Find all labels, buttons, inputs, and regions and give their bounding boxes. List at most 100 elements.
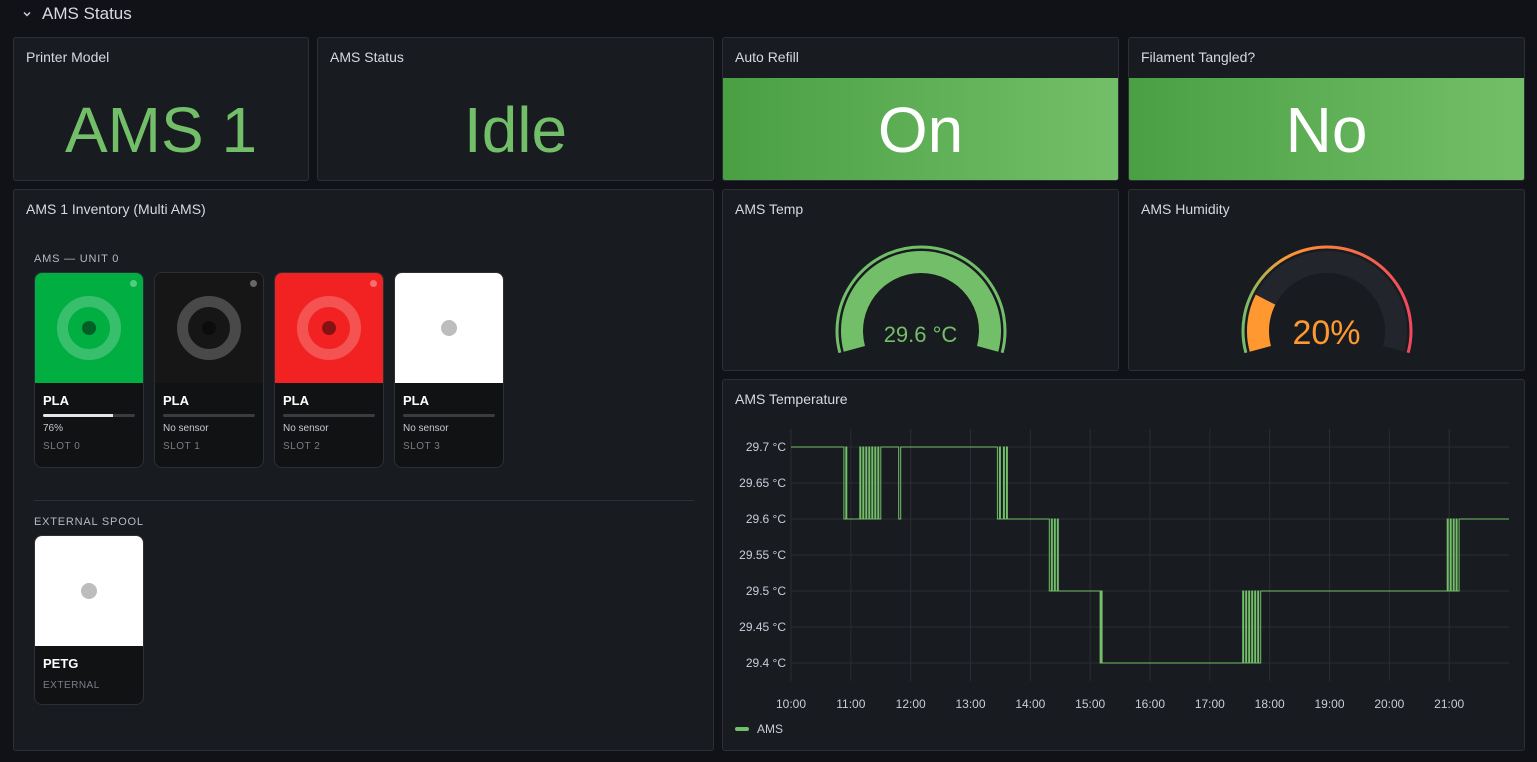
section-divider	[34, 500, 694, 501]
x-tick-label: 12:00	[896, 697, 926, 711]
spool-slot-card[interactable]: PLA No sensor SLOT 3	[394, 272, 504, 468]
remaining-bar	[163, 414, 255, 417]
spool-swatch	[35, 536, 143, 646]
x-tick-label: 19:00	[1314, 697, 1344, 711]
spool-hub	[202, 321, 216, 335]
spool-icon	[297, 296, 361, 360]
y-tick-label: 29.6 °C	[746, 512, 786, 526]
remaining-bar	[403, 414, 495, 417]
y-tick-label: 29.4 °C	[746, 656, 786, 670]
x-tick-label: 11:00	[836, 697, 865, 711]
slot-indicator-dot	[250, 280, 257, 287]
spool-slot-card[interactable]: PLA No sensor SLOT 1	[154, 272, 264, 468]
spool-slot-label: SLOT 1	[163, 441, 201, 452]
y-tick-label: 29.5 °C	[746, 584, 786, 598]
auto-refill-background	[723, 78, 1118, 180]
spool-remaining-text: No sensor	[163, 423, 209, 434]
spool-slot-card[interactable]: PLA 76% SLOT 0	[34, 272, 144, 468]
x-tick-label: 13:00	[955, 697, 985, 711]
ams-humidity-panel[interactable]: AMS Humidity 20%	[1128, 189, 1525, 371]
remaining-bar	[283, 414, 375, 417]
spool-icon	[57, 296, 121, 360]
spool-hub	[82, 321, 96, 335]
spool-icon	[177, 296, 241, 360]
inventory-panel[interactable]: AMS 1 Inventory (Multi AMS) AMS — UNIT 0…	[13, 189, 714, 751]
spool-swatch	[155, 273, 263, 383]
x-tick-label: 14:00	[1015, 697, 1045, 711]
x-tick-label: 16:00	[1135, 697, 1165, 711]
x-tick-label: 17:00	[1195, 697, 1225, 711]
x-tick-label: 18:00	[1255, 697, 1285, 711]
external-spool-label: EXTERNAL SPOOL	[34, 516, 144, 528]
spool-slot-label: SLOT 3	[403, 441, 441, 452]
spool-material: PLA	[43, 393, 69, 408]
spool-slot-card[interactable]: PLA No sensor SLOT 2	[274, 272, 384, 468]
panel-title: AMS 1 Inventory (Multi AMS)	[26, 201, 206, 217]
chevron-down-icon	[23, 11, 31, 17]
humidity-gauge	[1241, 245, 1413, 354]
gauge-value-arc	[841, 251, 1001, 352]
spool-remaining-text: No sensor	[283, 423, 329, 434]
panel-title: Auto Refill	[735, 49, 799, 65]
chart-legend[interactable]: AMS	[735, 722, 783, 736]
temperature-chart: 29.7 °C 29.65 °C 29.6 °C 29.55 °C 29.5 °C 29.…	[739, 429, 1509, 711]
panel-title: AMS Status	[330, 49, 404, 65]
panel-title: Printer Model	[26, 49, 110, 65]
ams-status-panel[interactable]: AMS Status Idle	[317, 37, 714, 181]
spool-slot-label: SLOT 2	[283, 441, 321, 452]
auto-refill-value: On	[877, 94, 964, 166]
spool-remaining-text: No sensor	[403, 423, 449, 434]
ams-temp-panel[interactable]: AMS Temp 29.6 °C	[722, 189, 1119, 371]
temp-gauge-value: 29.6 °C	[883, 322, 958, 347]
filament-tangled-value: No	[1285, 94, 1368, 166]
y-tick-label: 29.45 °C	[739, 620, 786, 634]
gauge-value-arc	[1247, 294, 1276, 352]
gauge-threshold-arc	[1241, 245, 1413, 354]
row-collapse-toggle[interactable]: AMS Status	[22, 2, 132, 26]
legend-label: AMS	[757, 722, 784, 736]
y-tick-label: 29.55 °C	[739, 548, 786, 562]
empty-spool-icon	[81, 583, 97, 599]
gauge-threshold-arc	[835, 245, 1007, 354]
panel-title: Filament Tangled?	[1141, 49, 1256, 65]
spool-material: PLA	[283, 393, 309, 408]
ams-status-value: Idle	[463, 94, 568, 166]
printer-model-panel[interactable]: Printer Model AMS 1	[13, 37, 309, 181]
filament-tangled-panel[interactable]: Filament Tangled? No	[1128, 37, 1525, 181]
humidity-gauge-value: 20%	[1292, 314, 1361, 352]
slot-indicator-dot	[130, 280, 137, 287]
chart-title: AMS Temperature	[735, 391, 848, 407]
empty-spool-icon	[441, 320, 457, 336]
filament-tangled-background	[1129, 78, 1524, 180]
x-tick-label: 15:00	[1075, 697, 1105, 711]
spool-swatch	[395, 273, 503, 383]
temperature-chart-panel[interactable]: AMS Temperature 29.7 °C 29.65 °C 29.6 °C 29…	[722, 379, 1525, 751]
spool-material: PLA	[403, 393, 429, 408]
x-tick-label: 20:00	[1374, 697, 1404, 711]
auto-refill-panel[interactable]: Auto Refill On	[722, 37, 1119, 181]
gauge-track	[1247, 251, 1407, 352]
spool-slot-label: SLOT 0	[43, 441, 81, 452]
spool-slot-label: EXTERNAL	[43, 680, 100, 691]
spool-hub	[322, 321, 336, 335]
slot-indicator-dot	[370, 280, 377, 287]
x-tick-label: 10:00	[776, 697, 806, 711]
spool-material: PLA	[163, 393, 189, 408]
spool-swatch	[35, 273, 143, 383]
spool-swatch	[275, 273, 383, 383]
temp-gauge	[835, 245, 1007, 354]
spool-material: PETG	[43, 656, 79, 671]
remaining-bar	[43, 414, 135, 417]
panel-title: AMS Temp	[735, 201, 804, 217]
spool-remaining-text: 76%	[43, 423, 64, 434]
legend-swatch	[735, 727, 749, 731]
external-spool-card[interactable]: PETG EXTERNAL	[34, 535, 144, 705]
y-tick-label: 29.7 °C	[746, 440, 786, 454]
row-title: AMS Status	[42, 4, 132, 23]
series-line-ams	[791, 446, 1509, 664]
x-tick-label: 21:00	[1434, 697, 1464, 711]
ams-unit-label: AMS — UNIT 0	[34, 253, 120, 265]
printer-model-value: AMS 1	[64, 94, 258, 166]
panel-title: AMS Humidity	[1141, 201, 1230, 217]
y-tick-label: 29.65 °C	[739, 476, 786, 490]
